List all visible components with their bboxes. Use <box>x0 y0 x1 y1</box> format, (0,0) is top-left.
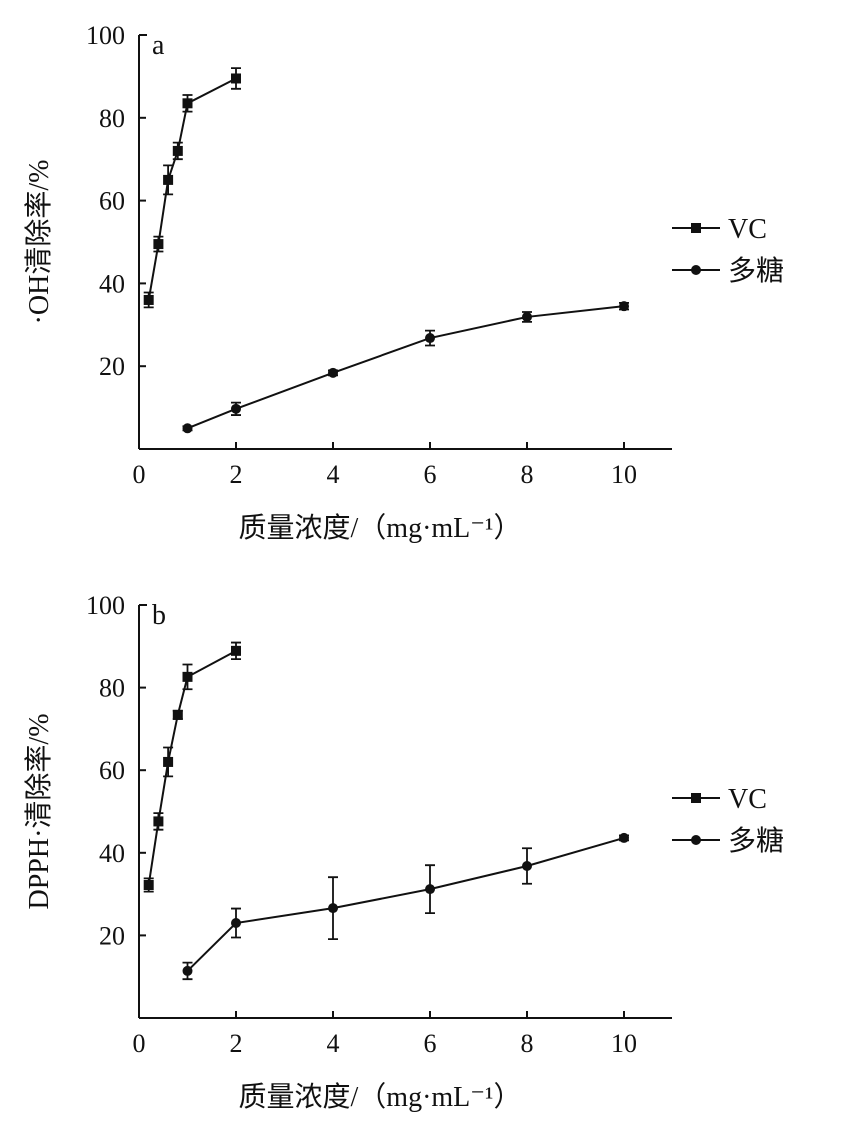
x-tick-label: 8 <box>521 1029 534 1058</box>
y-axis-label: ·OH清除率/% <box>23 160 55 325</box>
series-line <box>147 649 237 886</box>
y-tick-label: 60 <box>99 187 125 216</box>
data-point <box>425 884 435 895</box>
x-tick-label: 0 <box>133 1029 146 1058</box>
legend-marker <box>691 835 701 845</box>
data-point <box>522 861 532 872</box>
data-point <box>143 294 154 305</box>
legend-label: 多糖 <box>728 825 784 857</box>
data-point <box>619 301 629 312</box>
data-point <box>328 903 338 914</box>
x-tick-label: 8 <box>521 460 534 489</box>
series-line <box>187 305 625 430</box>
data-point <box>153 816 164 827</box>
series-多糖 <box>182 832 629 981</box>
panel-label: b <box>152 600 166 631</box>
x-tick-label: 0 <box>133 460 146 489</box>
legend-label: VC <box>728 784 767 815</box>
data-point <box>182 98 193 109</box>
data-point <box>182 965 193 976</box>
x-tick-label: 10 <box>611 1029 637 1058</box>
series-VC <box>143 67 241 309</box>
data-point <box>425 333 435 344</box>
legend-label: VC <box>728 214 767 245</box>
y-tick-label: 80 <box>99 104 125 133</box>
x-axis-label: 质量浓度/（mg·mL⁻¹） <box>239 1081 522 1113</box>
x-tick-label: 6 <box>424 1029 437 1058</box>
legend-marker <box>691 265 701 275</box>
data-point <box>172 145 183 156</box>
y-tick-label: 40 <box>99 269 125 298</box>
legend-marker <box>691 793 701 803</box>
data-point <box>172 709 183 720</box>
y-tick-label: 100 <box>86 21 125 50</box>
data-point <box>328 367 338 378</box>
data-point <box>163 174 174 185</box>
x-tick-label: 4 <box>327 1029 340 1058</box>
x-tick-label: 2 <box>230 460 243 489</box>
data-point <box>231 73 241 84</box>
x-tick-label: 6 <box>424 460 437 489</box>
data-point <box>143 880 154 891</box>
legend-label: 多糖 <box>728 255 784 287</box>
chart-panel-b: 20 40 60 80 100 0 2 4 6 8 10 b DPPH·清除率/% 质量浓度/（mg·mL… <box>23 591 784 1113</box>
data-point <box>182 423 193 434</box>
data-point <box>231 918 241 929</box>
series-多糖 <box>182 301 629 434</box>
data-point <box>619 832 629 843</box>
y-tick-label: 80 <box>99 674 125 703</box>
data-point <box>522 311 532 322</box>
y-tick-label: 40 <box>99 839 125 868</box>
x-tick-label: 2 <box>230 1029 243 1058</box>
y-tick-label: 20 <box>99 352 125 381</box>
x-axis-label: 质量浓度/（mg·mL⁻¹） <box>239 512 522 544</box>
y-tick-label: 60 <box>99 756 125 785</box>
legend-marker <box>691 223 701 233</box>
y-axis-label: DPPH·清除率/% <box>23 713 55 909</box>
data-point <box>163 756 174 767</box>
y-tick-label: 100 <box>86 591 125 620</box>
data-point <box>153 239 164 250</box>
series-VC <box>143 641 241 893</box>
data-point <box>182 671 193 682</box>
x-tick-label: 10 <box>611 460 637 489</box>
series-line <box>186 836 625 972</box>
y-tick-label: 20 <box>99 921 125 950</box>
chart-panel-a: 20 40 60 80 100 0 2 4 6 8 10 a ·OH清除率/% 质量浓度/（mg·mL⁻¹… <box>23 21 784 544</box>
panel-label: a <box>152 30 165 61</box>
x-tick-label: 4 <box>327 460 340 489</box>
data-point <box>231 645 241 656</box>
data-point <box>231 403 241 414</box>
